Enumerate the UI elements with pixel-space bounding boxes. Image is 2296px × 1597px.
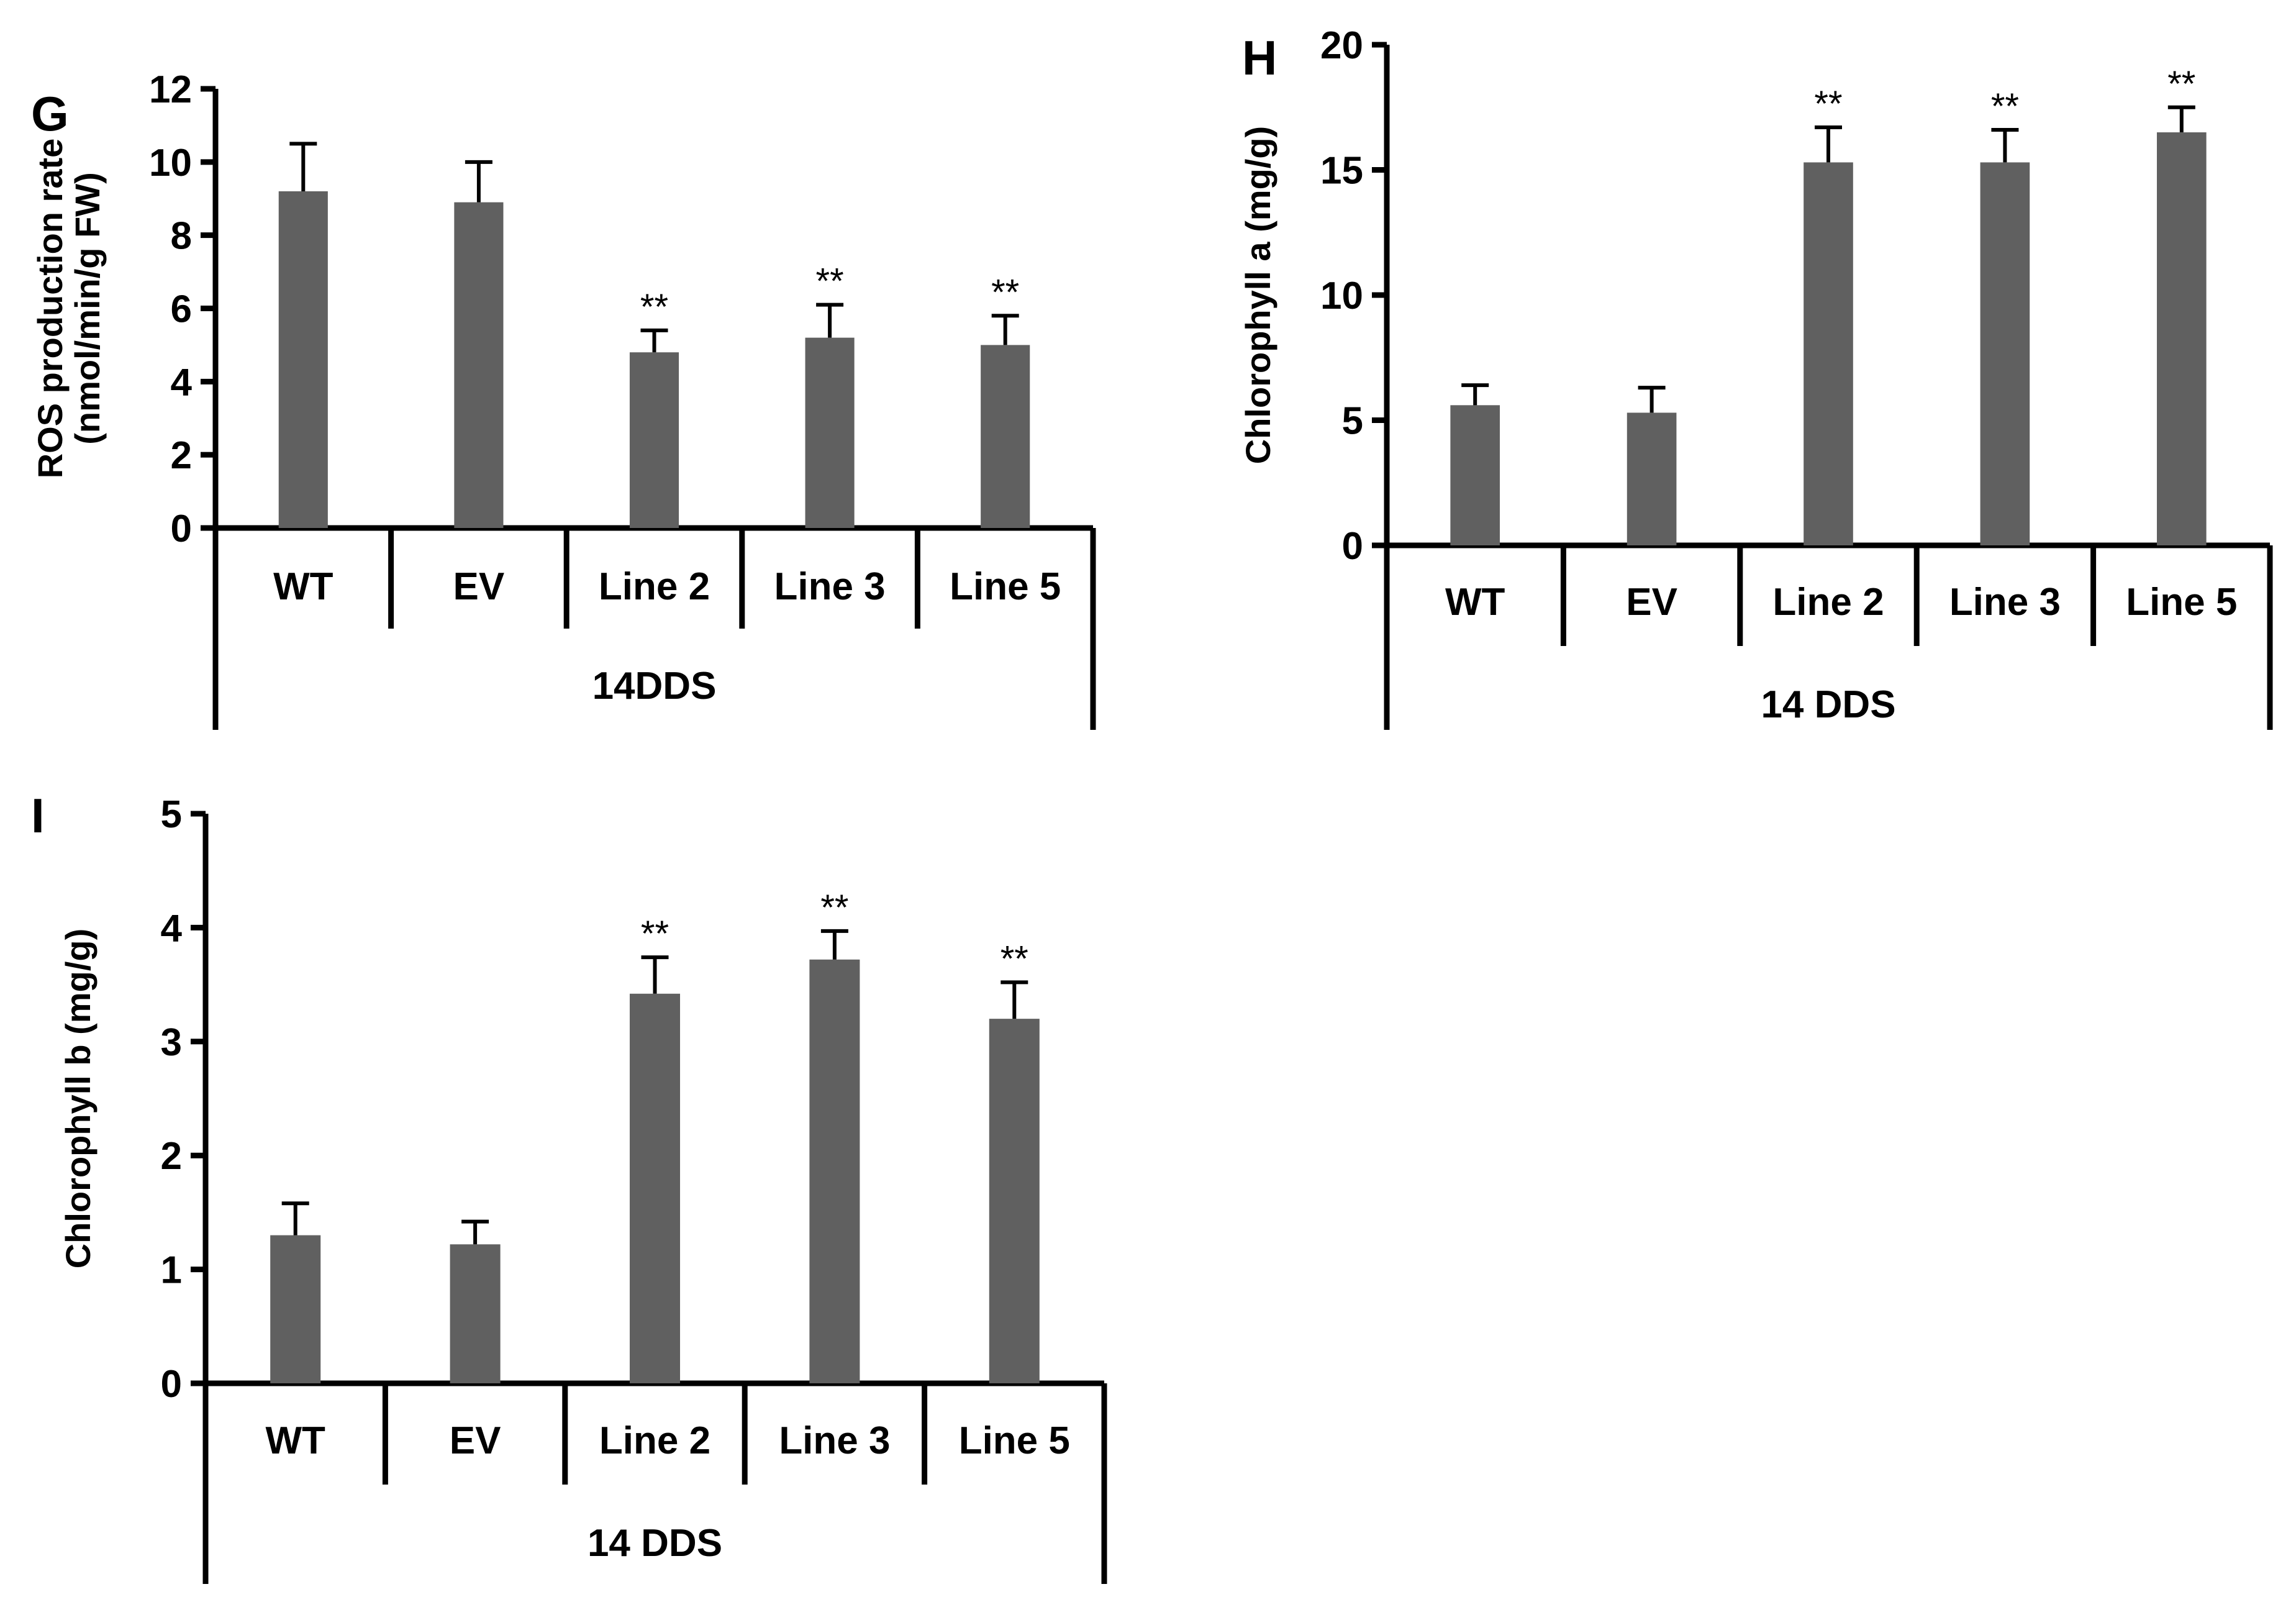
- y-tick-label: 12: [149, 68, 192, 111]
- y-tick-label: 4: [171, 361, 193, 404]
- category-label: Line 5: [959, 1419, 1070, 1462]
- panel-letter-i: I: [31, 788, 45, 843]
- significance-mark: **: [1001, 939, 1028, 979]
- significance-mark: **: [2167, 64, 2195, 104]
- significance-mark: **: [820, 888, 848, 928]
- category-label: Line 5: [950, 565, 1061, 608]
- category-label: Line 3: [779, 1419, 890, 1462]
- bar-wt: [270, 1235, 321, 1383]
- category-label: EV: [453, 565, 505, 608]
- bar-line-5: [989, 1019, 1040, 1383]
- y-tick-label: 0: [161, 1363, 182, 1406]
- y-tick-label: 5: [1342, 400, 1363, 443]
- y-tick-label: 10: [149, 142, 192, 184]
- y-tick-label: 6: [171, 288, 192, 331]
- bar-ev: [1627, 412, 1677, 545]
- y-tick-label: 8: [171, 215, 192, 258]
- category-label: Line 2: [1772, 581, 1884, 624]
- y-tick-label: 20: [1320, 24, 1363, 67]
- bar-line-2: [629, 993, 681, 1383]
- y-tick-label: 3: [161, 1021, 182, 1064]
- y-tick-label: 0: [1342, 525, 1363, 568]
- category-label: Line 2: [599, 565, 710, 608]
- significance-mark: **: [1991, 86, 2019, 127]
- significance-mark: **: [816, 262, 844, 302]
- category-label: WT: [266, 1419, 326, 1462]
- bar-wt: [278, 191, 328, 528]
- y-tick-label: 2: [161, 1135, 182, 1178]
- category-label: EV: [450, 1419, 501, 1462]
- bar-line-5: [981, 345, 1030, 528]
- group-label: 14 DDS: [1761, 683, 1895, 726]
- y-tick-label: 2: [171, 434, 192, 477]
- bar-line-5: [2156, 132, 2207, 546]
- bar-line-2: [629, 352, 679, 528]
- category-label: Line 3: [1949, 581, 2061, 624]
- category-label: Line 5: [2126, 581, 2237, 624]
- category-label: EV: [1626, 581, 1677, 624]
- y-tick-label: 5: [161, 793, 182, 836]
- bar-line-3: [809, 959, 860, 1383]
- y-axis-label: Chlorophyll b (mg/g): [58, 929, 98, 1268]
- significance-mark: **: [640, 287, 668, 327]
- bar-ev: [450, 1244, 501, 1383]
- significance-mark: **: [991, 272, 1019, 312]
- y-tick-label: 4: [161, 907, 183, 950]
- group-label: 14 DDS: [588, 1522, 722, 1565]
- y-tick-label: 15: [1320, 150, 1363, 193]
- y-tick-label: 10: [1320, 275, 1363, 317]
- y-tick-label: 1: [161, 1249, 182, 1292]
- y-tick-label: 0: [171, 507, 192, 550]
- group-label: 14DDS: [592, 665, 717, 708]
- panel-letter-h: H: [1242, 30, 1277, 85]
- y-axis-label-line2: (nmol/min/g FW): [68, 172, 107, 445]
- bar-ev: [454, 202, 504, 528]
- panel-letter-g: G: [31, 86, 69, 141]
- category-label: Line 2: [599, 1419, 710, 1462]
- category-label: WT: [273, 565, 334, 608]
- category-label: WT: [1445, 581, 1505, 624]
- significance-mark: **: [1814, 84, 1842, 124]
- bar-line-3: [805, 337, 855, 528]
- y-axis-label: ROS production rate: [30, 139, 70, 479]
- significance-mark: **: [641, 914, 669, 954]
- category-label: Line 3: [774, 565, 886, 608]
- y-axis-label: Chlorophyll a (mg/g): [1238, 126, 1277, 464]
- bar-line-3: [1980, 162, 2030, 545]
- bar-wt: [1450, 405, 1500, 545]
- bar-line-2: [1804, 162, 1853, 545]
